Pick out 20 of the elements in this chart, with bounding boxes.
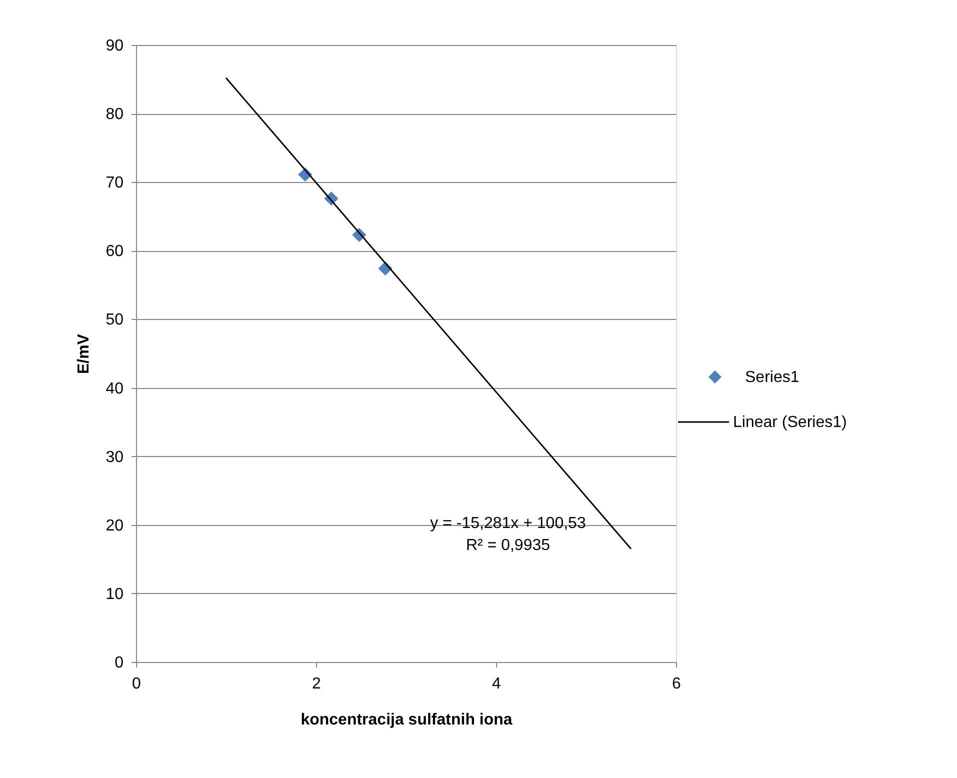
- y-tick-label: 20: [106, 517, 124, 534]
- y-tick-label: 90: [106, 38, 124, 54]
- legend-label: Linear (Series1): [733, 414, 847, 431]
- x-tick-label: 2: [312, 676, 322, 692]
- y-tick-label: 60: [106, 243, 124, 260]
- y-tick-label: 70: [106, 174, 124, 192]
- y-tick-label: 50: [106, 312, 124, 329]
- legend-label: Series1: [745, 368, 800, 386]
- x-tick-label: 0: [132, 676, 142, 692]
- annotation: R² = 0,9935: [466, 537, 550, 554]
- annotation: y = -15,281x + 100,53: [430, 515, 586, 532]
- x-tick-label: 6: [672, 676, 682, 692]
- y-tick-label: 0: [114, 654, 124, 672]
- x-tick-label: 4: [492, 676, 502, 692]
- y-axis-title: E/mV: [76, 334, 93, 374]
- y-tick-label: 10: [106, 586, 124, 603]
- x-axis-title: koncentracija sulfatnih iona: [300, 712, 512, 728]
- y-tick-label: 80: [106, 106, 124, 124]
- y-tick-label: 40: [106, 380, 124, 398]
- y-tick-label: 30: [106, 448, 124, 466]
